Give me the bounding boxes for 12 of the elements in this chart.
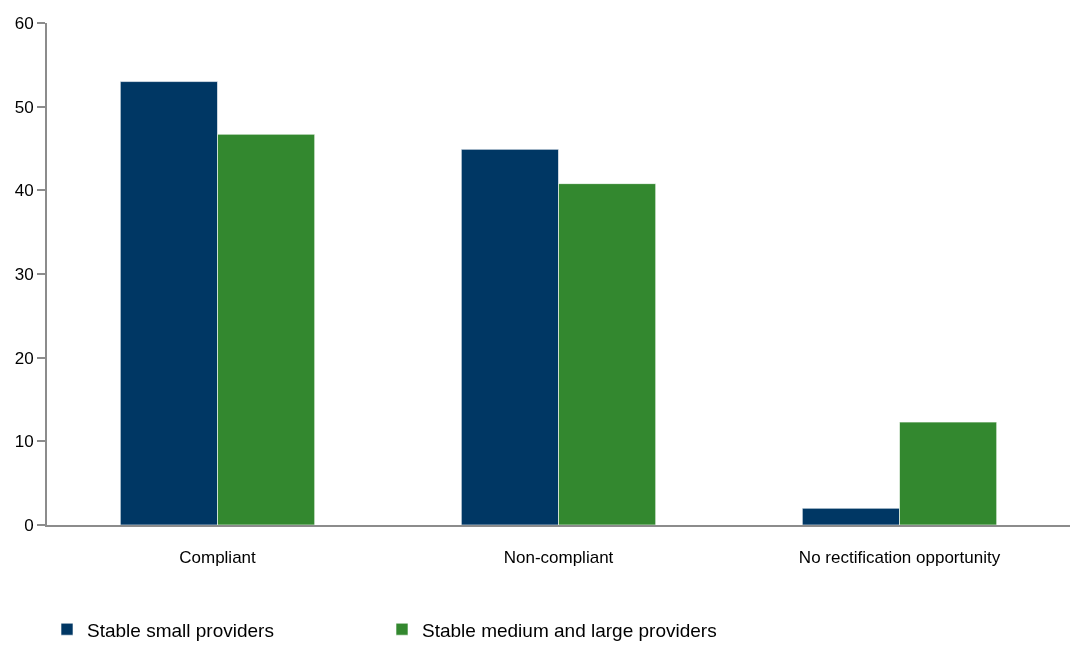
x-tick-label: Non-compliant (503, 548, 614, 568)
y-tick-label: 20 (14, 348, 34, 368)
y-tick-label: 10 (14, 432, 34, 452)
y-tick-label: 30 (14, 264, 34, 284)
y-tick-label: 60 (14, 13, 34, 33)
y-tick-label: 0 (24, 515, 34, 535)
legend-label: Stable medium and large providers (422, 619, 717, 641)
y-tick-label: 40 (14, 181, 34, 201)
y-tick-label: 50 (14, 97, 34, 117)
legend-label: Stable small providers (87, 619, 274, 641)
x-tick-label: Compliant (179, 548, 257, 568)
x-tick-label: No rectification opportunity (798, 548, 1001, 568)
